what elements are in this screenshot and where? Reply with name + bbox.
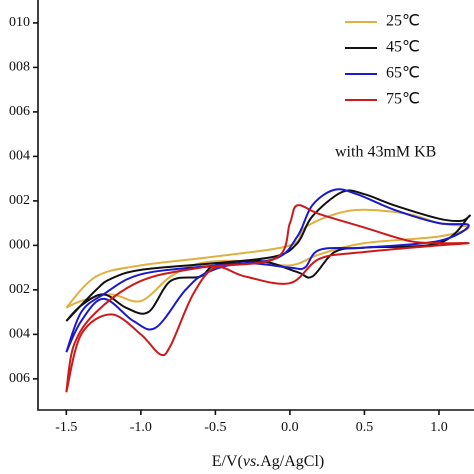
y-tick-label: 004	[9, 149, 30, 164]
y-tick-label: 006	[9, 371, 30, 386]
x-axis-label: E/V(vs.Ag/AgCl)	[212, 453, 324, 470]
cv-curve	[65, 189, 471, 322]
legend-label: 75℃	[386, 91, 420, 108]
x-tick-label: -0.5	[204, 420, 226, 435]
y-tick-label: 004	[9, 327, 30, 342]
y-tick-label: 006	[9, 104, 30, 119]
x-tick-label: 0.0	[281, 420, 299, 435]
y-tick-label: 002	[9, 193, 30, 208]
x-label-part: Ag/AgCl)	[260, 453, 324, 470]
x-tick-label: -1.5	[55, 420, 77, 435]
legend-label: 45℃	[386, 39, 420, 56]
legend-label: 25℃	[386, 13, 420, 30]
y-tick-label: 010	[9, 15, 30, 30]
cv-curve	[65, 204, 470, 393]
annotation: with 43mM KB	[335, 144, 436, 161]
x-label-part: vs.	[243, 453, 260, 470]
y-tick-label: 002	[9, 282, 30, 297]
x-label-part: E/V(	[212, 453, 243, 470]
x-tick-label: 0.5	[356, 420, 374, 435]
x-tick-label: 1.0	[430, 420, 448, 435]
y-tick-label: 008	[9, 60, 30, 75]
y-tick-label: 000	[9, 238, 30, 253]
legend-label: 65℃	[386, 65, 420, 82]
cv-curve	[65, 188, 470, 353]
axes-frame	[37, 0, 474, 411]
x-tick-label: -1.0	[130, 420, 152, 435]
